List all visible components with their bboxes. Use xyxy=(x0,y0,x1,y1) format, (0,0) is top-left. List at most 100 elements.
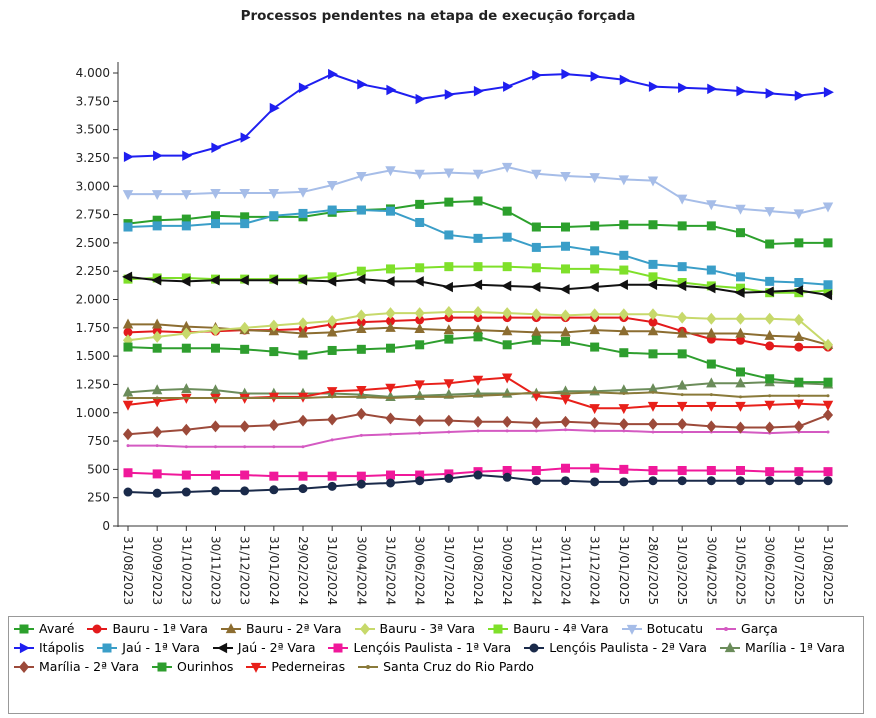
marker xyxy=(181,423,192,436)
y-tick-label: 750 xyxy=(87,434,110,448)
legend-item: Bauru - 4ª Vara xyxy=(487,619,609,638)
legend-label: Garça xyxy=(741,621,778,636)
marker xyxy=(472,279,483,291)
marker xyxy=(648,349,658,359)
marker xyxy=(764,400,775,411)
marker xyxy=(385,166,396,177)
marker xyxy=(531,169,542,180)
marker xyxy=(561,264,570,274)
x-tick-label: 30/04/2025 xyxy=(704,536,718,605)
marker xyxy=(239,420,250,433)
legend-icon xyxy=(14,660,34,673)
marker xyxy=(561,463,570,473)
marker xyxy=(123,468,133,478)
marker xyxy=(268,319,279,332)
legend-dot xyxy=(724,626,729,631)
marker xyxy=(473,196,483,206)
point xyxy=(214,445,217,449)
legend-icon xyxy=(524,643,545,652)
marker xyxy=(735,312,746,325)
marker xyxy=(297,327,309,338)
legend-label: Bauru - 3ª Vara xyxy=(379,621,476,636)
legend-label: Itápolis xyxy=(39,640,85,655)
x-tick-label: 30/09/2024 xyxy=(500,536,514,605)
marker xyxy=(793,420,804,433)
marker xyxy=(269,347,279,357)
marker xyxy=(736,476,745,486)
marker xyxy=(502,262,512,272)
marker xyxy=(560,171,571,182)
marker xyxy=(588,281,599,293)
marker xyxy=(706,466,716,476)
marker xyxy=(269,485,279,495)
legend-icon xyxy=(220,622,241,633)
legend-label: Jaú - 2ª Vara xyxy=(237,640,316,655)
marker xyxy=(359,622,370,635)
marker xyxy=(677,349,687,359)
marker xyxy=(676,379,688,390)
marker xyxy=(152,469,162,479)
legend-icon xyxy=(488,624,509,633)
marker xyxy=(765,239,775,249)
marker xyxy=(560,326,571,337)
point xyxy=(505,429,509,433)
marker xyxy=(531,308,542,321)
marker xyxy=(734,287,745,298)
marker xyxy=(502,232,512,242)
marker xyxy=(444,89,455,100)
x-tick-label: 31/12/2024 xyxy=(588,536,602,605)
marker xyxy=(181,470,191,480)
point xyxy=(593,429,597,433)
marker xyxy=(822,338,834,351)
legend: Avaré Bauru - 1ª Vara Bauru - 2ª Vara Bauru… xyxy=(8,616,864,714)
marker xyxy=(823,467,833,477)
marker xyxy=(443,324,455,335)
marker xyxy=(823,238,833,248)
marker xyxy=(298,208,308,218)
point xyxy=(651,430,655,434)
legend-icon xyxy=(87,624,108,633)
marker xyxy=(333,643,343,652)
point xyxy=(709,393,713,397)
marker xyxy=(327,413,338,426)
legend-icon xyxy=(358,664,379,669)
marker xyxy=(532,70,543,81)
legend-item: Bauru - 1ª Vara xyxy=(86,619,208,638)
marker xyxy=(502,206,512,216)
marker xyxy=(414,414,425,427)
y-tick-label: 3.750 xyxy=(76,94,110,108)
marker xyxy=(589,416,600,429)
marker xyxy=(415,217,425,227)
legend-icon xyxy=(97,643,118,652)
marker xyxy=(794,278,804,288)
marker xyxy=(794,476,804,486)
point xyxy=(126,444,130,448)
marker xyxy=(619,265,629,275)
marker xyxy=(384,276,395,287)
marker xyxy=(560,395,571,406)
marker xyxy=(618,175,630,186)
marker xyxy=(765,476,775,486)
marker xyxy=(618,404,630,415)
legend-label: Avaré xyxy=(39,621,75,636)
marker xyxy=(122,386,134,397)
marker xyxy=(529,643,539,652)
marker xyxy=(122,428,134,441)
marker xyxy=(297,414,309,427)
marker xyxy=(240,219,250,229)
marker xyxy=(823,280,833,290)
marker xyxy=(648,476,658,486)
marker xyxy=(217,642,227,653)
marker xyxy=(386,478,395,488)
marker xyxy=(239,321,250,334)
marker xyxy=(385,412,396,425)
marker xyxy=(823,87,834,98)
y-tick-label: 3.000 xyxy=(76,179,110,193)
marker xyxy=(210,188,221,199)
marker xyxy=(530,281,541,293)
marker xyxy=(793,209,805,220)
marker xyxy=(794,377,804,387)
point xyxy=(476,429,480,433)
legend-label: Botucatu xyxy=(646,621,704,636)
